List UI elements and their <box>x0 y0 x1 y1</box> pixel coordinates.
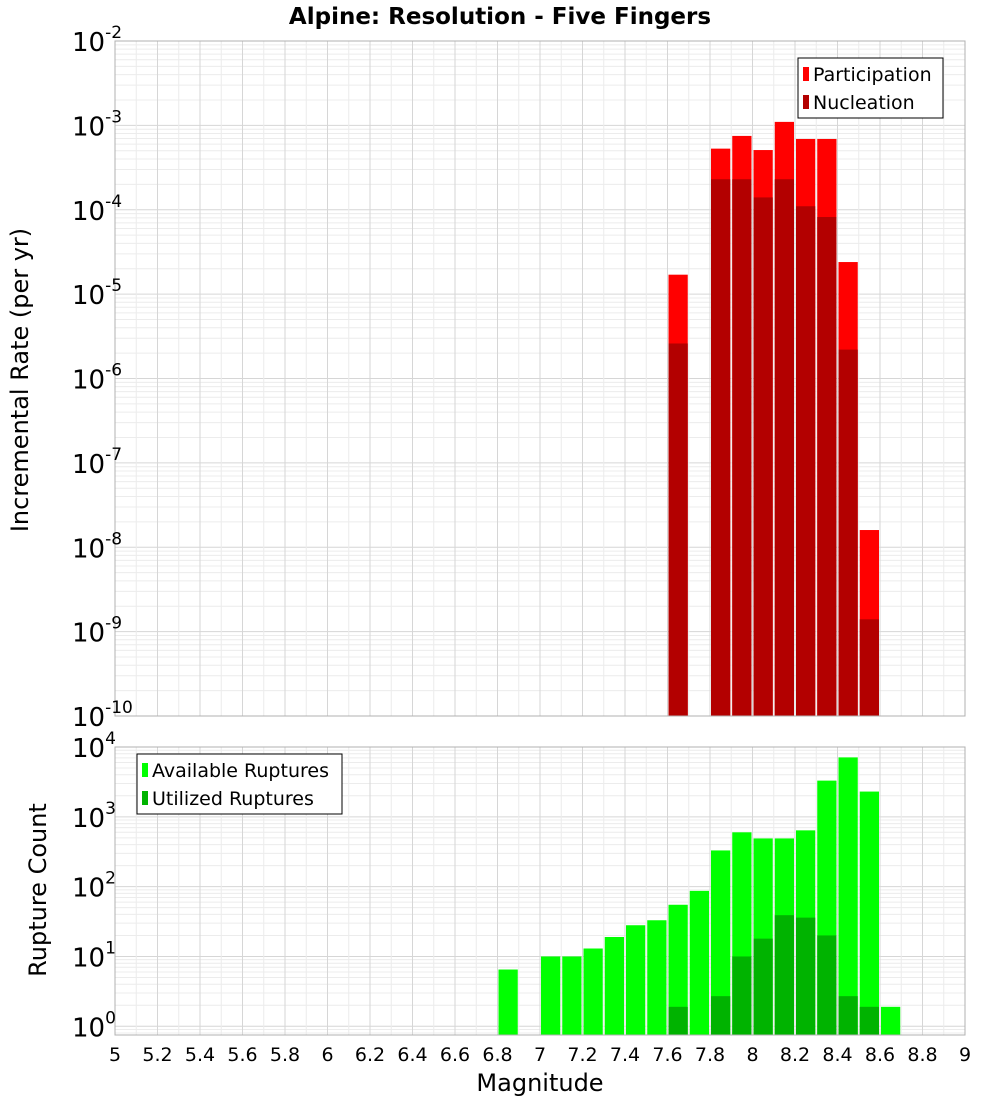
x-tick-label: 7.4 <box>610 1044 640 1066</box>
x-tick-label: 6.6 <box>440 1044 470 1066</box>
legend-label: Nucleation <box>813 92 915 114</box>
bar <box>668 904 688 1035</box>
legend-label: Available Ruptures <box>152 760 329 782</box>
bar <box>881 1006 901 1035</box>
x-tick-label: 8.4 <box>822 1044 852 1066</box>
x-tick-label: 5 <box>109 1044 121 1066</box>
bar <box>774 915 794 1035</box>
legend-swatch <box>803 67 809 81</box>
bar <box>647 920 667 1035</box>
x-tick-label: 6 <box>321 1044 333 1066</box>
bar <box>859 1006 879 1035</box>
y-tick-label: 10-10 <box>72 698 133 733</box>
plot-frame <box>114 40 966 717</box>
bottom-y-axis-label: Rupture Count <box>24 803 52 977</box>
grid <box>114 40 966 717</box>
legend-box <box>797 57 944 119</box>
legend-label: Participation <box>813 64 932 86</box>
x-axis-label: Magnitude <box>476 1069 603 1097</box>
bar <box>711 850 731 1035</box>
x-tick-label: 8 <box>746 1044 758 1066</box>
legend: Participation Nucleation <box>797 57 944 119</box>
bar <box>859 791 879 1035</box>
bars <box>668 121 879 717</box>
x-tick-label: 7.8 <box>695 1044 725 1066</box>
y-tick-label: 104 <box>72 729 116 764</box>
bar <box>817 217 837 716</box>
series-nucleation <box>668 179 879 717</box>
bar <box>774 179 794 716</box>
bar <box>562 956 582 1035</box>
bar <box>583 948 603 1035</box>
bar <box>796 917 816 1035</box>
bar <box>711 996 731 1035</box>
x-tick-label: 5.8 <box>270 1044 300 1066</box>
x-tick-label: 5.4 <box>185 1044 215 1066</box>
x-tick-label: 9 <box>959 1044 971 1066</box>
y-tick-label: 101 <box>72 938 116 973</box>
x-tick-label: 7.2 <box>567 1044 597 1066</box>
bar <box>732 179 752 716</box>
legend: Available Ruptures Utilized Ruptures <box>136 753 343 815</box>
bar <box>498 969 518 1035</box>
x-tick-label: 8.6 <box>865 1044 895 1066</box>
bar <box>838 757 858 1035</box>
bars <box>498 757 901 1035</box>
legend-label: Utilized Ruptures <box>152 788 314 810</box>
legend-swatch <box>142 791 148 805</box>
bar <box>541 956 561 1035</box>
y-tick-label: 102 <box>72 869 116 904</box>
bar <box>604 936 624 1035</box>
bar <box>753 938 773 1035</box>
x-tick-labels: 5 5.2 5.4 5.6 5.8 6 6.2 6.4 6.6 6.8 7 7.2 7.4 7.6 7.8 8… <box>109 1044 971 1066</box>
legend-box <box>136 753 343 815</box>
x-tick-label: 5.6 <box>227 1044 257 1066</box>
bar <box>796 206 816 716</box>
bar <box>859 619 879 716</box>
bar <box>838 996 858 1035</box>
plot-frame <box>114 746 966 1036</box>
bar <box>838 349 858 716</box>
x-tick-label: 8.2 <box>780 1044 810 1066</box>
bar <box>626 925 646 1035</box>
x-tick-label: 8.8 <box>907 1044 937 1066</box>
y-tick-label: 100 <box>72 1008 116 1043</box>
chart-title: Alpine: Resolution - Five Fingers <box>289 4 711 30</box>
x-tick-label: 5.2 <box>142 1044 172 1066</box>
legend-swatch <box>142 763 148 777</box>
bar <box>668 1006 688 1035</box>
x-tick-label: 6.2 <box>355 1044 385 1066</box>
y-tick-labels: 10-210-310-410-510-610-710-810-910-10 <box>72 23 133 733</box>
legend-swatch <box>803 95 809 109</box>
bar <box>689 890 709 1035</box>
series-utilized-ruptures <box>668 915 879 1035</box>
bar <box>753 197 773 717</box>
x-tick-label: 6.8 <box>482 1044 512 1066</box>
bar <box>732 956 752 1035</box>
y-tick-labels: 104 103 102 101 100 <box>72 729 116 1043</box>
panel-rate: 10-210-310-410-510-610-710-810-910-10 Par… <box>72 23 966 733</box>
x-tick-label: 6.4 <box>397 1044 427 1066</box>
x-tick-label: 7.6 <box>652 1044 682 1066</box>
bar <box>711 179 731 716</box>
bar <box>668 343 688 716</box>
x-tick-label: 7 <box>534 1044 546 1066</box>
top-y-axis-label: Incremental Rate (per yr) <box>6 228 34 532</box>
y-tick-label: 103 <box>72 799 116 834</box>
bar <box>817 935 837 1035</box>
y-tick-label: 10-8 <box>72 529 122 564</box>
